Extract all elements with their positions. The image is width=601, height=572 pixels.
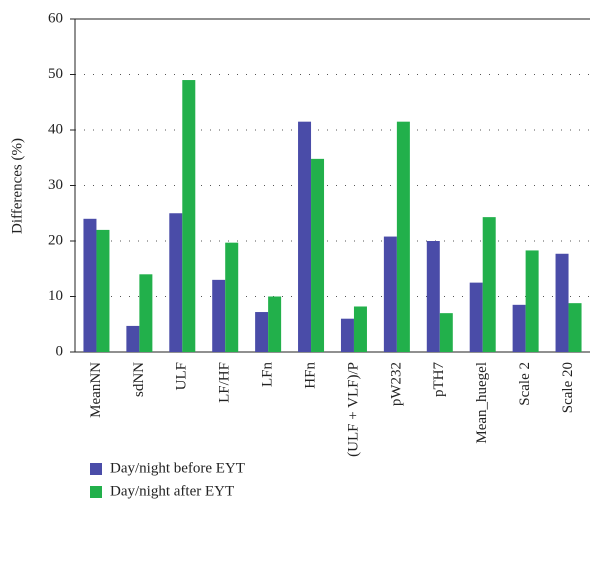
bar [268, 296, 282, 352]
x-tick-label: (ULF + VLF)/P [345, 362, 361, 457]
x-tick-label: MeanNN [88, 362, 104, 418]
y-tick-label: 20 [48, 232, 63, 248]
y-tick-label: 0 [56, 343, 64, 359]
legend-label: Day/night after EYT [110, 483, 234, 499]
bar [255, 312, 269, 352]
bar [469, 282, 483, 352]
bar [525, 250, 539, 352]
bar [568, 303, 582, 352]
y-tick-label: 40 [48, 121, 63, 137]
bar [426, 241, 440, 352]
bar [439, 313, 453, 352]
y-tick-label: 30 [48, 177, 63, 193]
bar [126, 325, 140, 352]
x-tick-label: Scale 20 [560, 362, 576, 413]
legend-swatch [90, 486, 102, 498]
bar [396, 121, 410, 352]
bar [512, 304, 526, 352]
bar [555, 253, 569, 352]
x-tick-label: sdNN [131, 362, 147, 397]
legend-label: Day/night before EYT [110, 460, 245, 476]
x-tick-label: HFn [302, 362, 318, 389]
bar [212, 279, 226, 352]
x-tick-label: LF/HF [217, 362, 233, 403]
bar [83, 218, 97, 352]
bar [96, 229, 110, 352]
y-tick-label: 60 [48, 10, 63, 26]
y-tick-label: 50 [48, 66, 63, 82]
y-tick-label: 10 [48, 288, 63, 304]
x-tick-label: Scale 2 [517, 362, 533, 406]
x-tick-label: pW232 [388, 362, 404, 406]
legend-swatch [90, 463, 102, 475]
x-tick-label: LFn [260, 362, 276, 388]
bar [311, 158, 325, 352]
bar [383, 236, 397, 352]
bar [298, 121, 312, 352]
bar [353, 306, 367, 352]
bar [482, 217, 496, 352]
x-tick-label: Mean_huegel [474, 362, 490, 444]
bar [340, 318, 354, 352]
x-tick-label: ULF [174, 362, 190, 390]
bar [225, 242, 239, 352]
bar [139, 274, 153, 352]
y-axis-label: Differences (%) [9, 138, 25, 234]
bar [182, 80, 196, 353]
x-tick-label: pTH7 [431, 362, 447, 397]
bar [169, 213, 183, 352]
